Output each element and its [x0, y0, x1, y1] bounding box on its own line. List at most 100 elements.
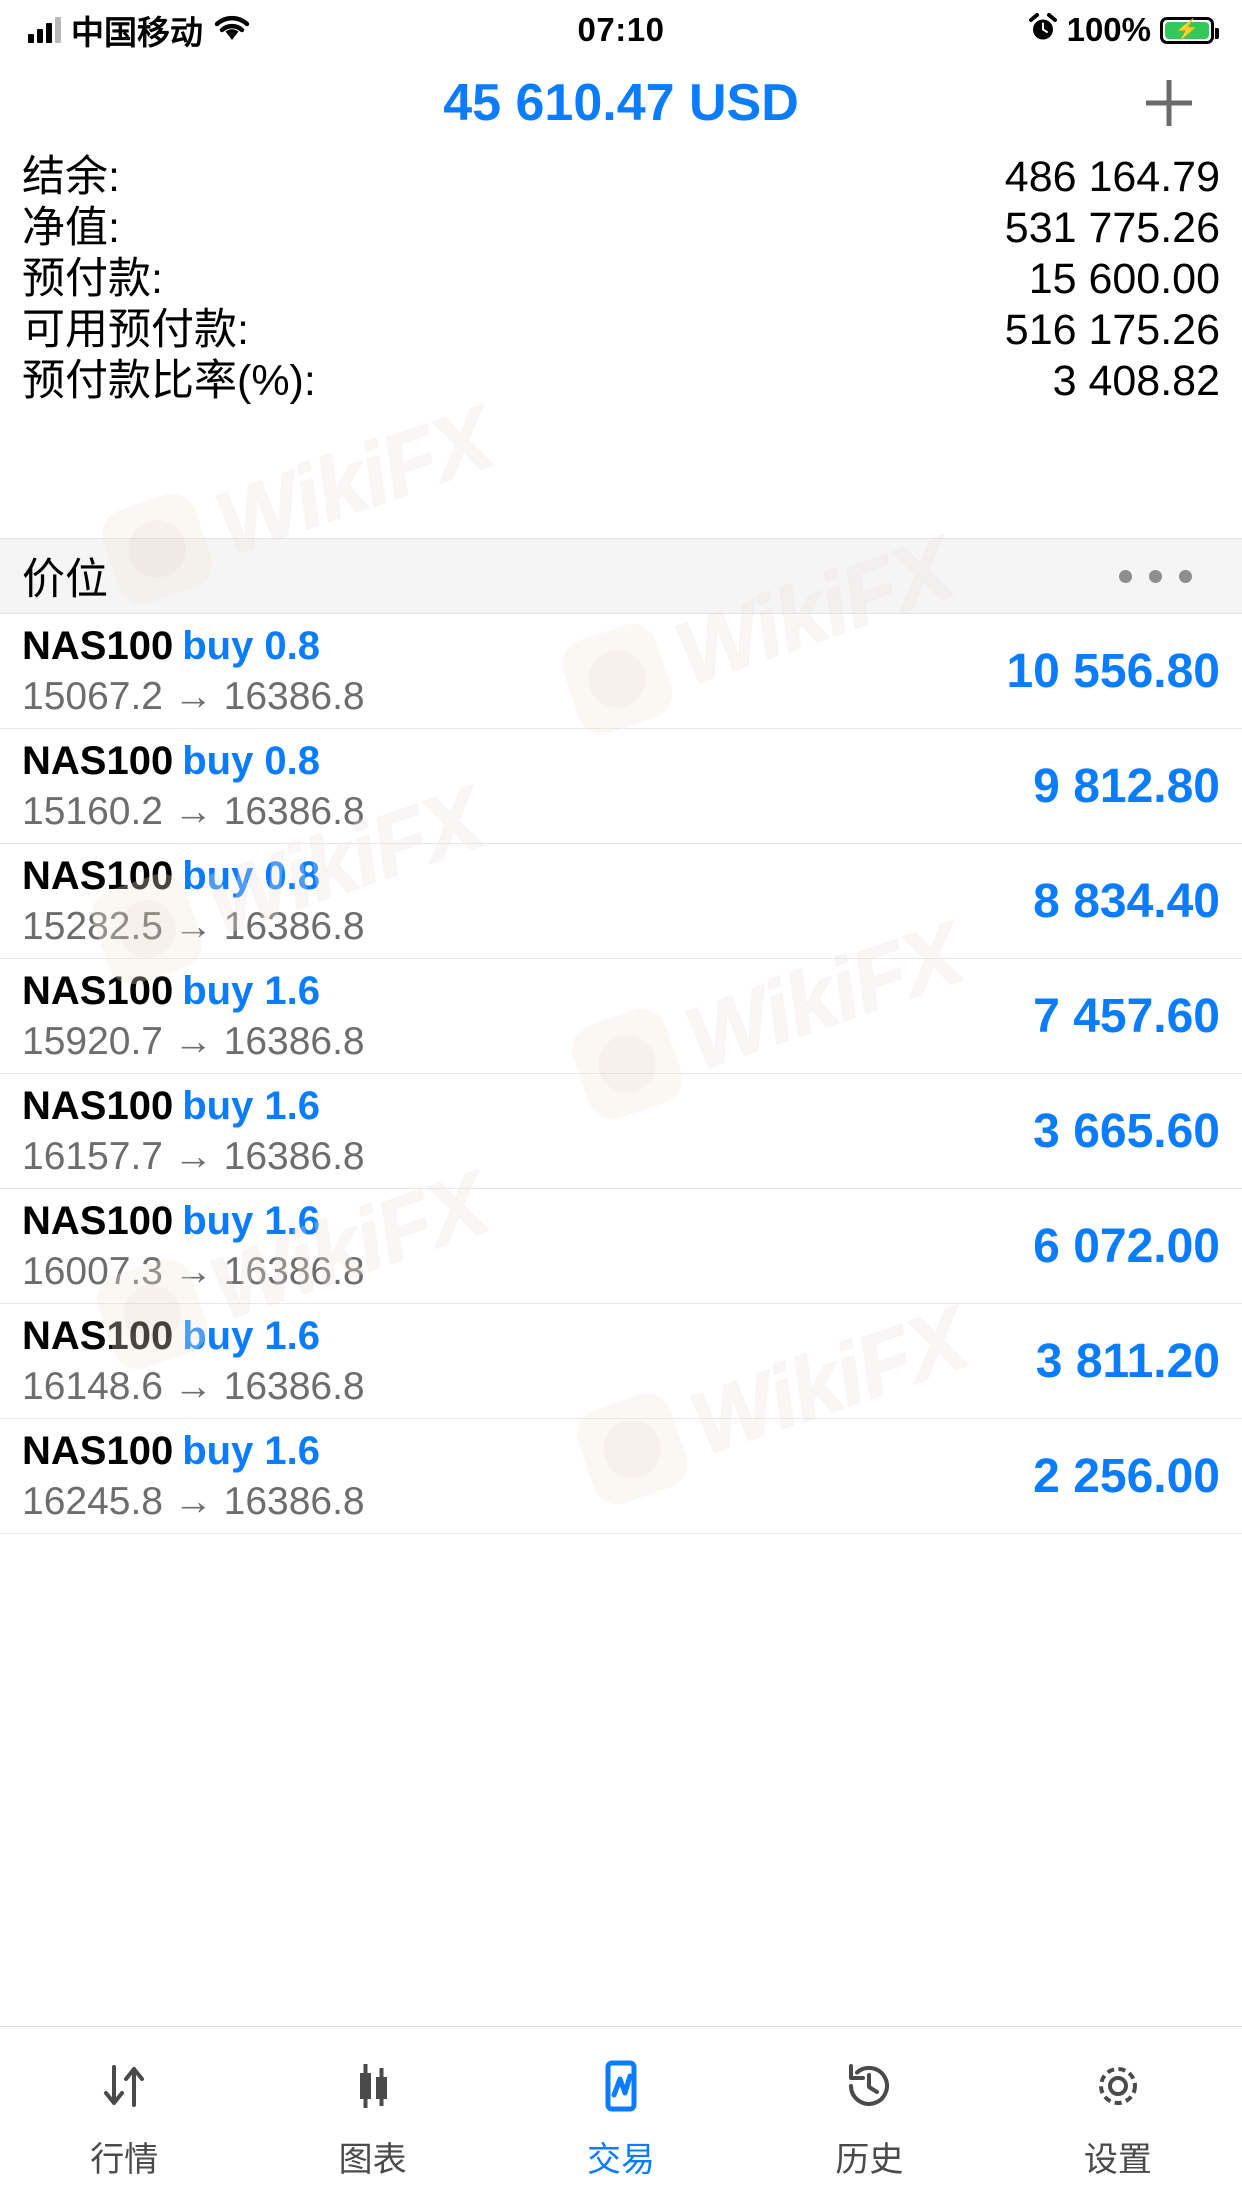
position-profit: 3 811.20	[1035, 1334, 1220, 1388]
positions-list: NAS100 buy 0.8 15067.2 → 16386.8 10 556.8…	[0, 614, 1242, 1534]
tab-settings[interactable]: 设置	[994, 2027, 1242, 2208]
add-order-button[interactable]	[1134, 68, 1204, 138]
section-title: 价位	[22, 556, 108, 604]
position-side-volume: buy 1.6	[182, 968, 321, 1013]
position-symbol: NAS100	[22, 968, 174, 1013]
trade-line-icon	[592, 2054, 650, 2118]
position-symbol-line: NAS100 buy 1.6	[22, 1314, 365, 1359]
plus-icon	[1146, 79, 1192, 126]
position-symbol-line: NAS100 buy 1.6	[22, 1084, 365, 1129]
tab-label: 历史	[835, 2141, 904, 2179]
position-row[interactable]: NAS100 buy 1.6 15920.7 → 16386.8 7 457.60	[0, 959, 1242, 1074]
position-prices: 15920.7 → 16386.8	[22, 1019, 365, 1063]
position-symbol: NAS100	[22, 1428, 174, 1473]
position-prices: 15282.5 → 16386.8	[22, 904, 365, 948]
summary-value: 3 408.82	[1052, 357, 1220, 405]
position-info: NAS100 buy 1.6 16245.8 → 16386.8	[22, 1429, 365, 1524]
position-prices: 15160.2 → 16386.8	[22, 789, 365, 833]
account-summary: 结余: 486 164.79 净值: 531 775.26 预付款: 15 60…	[0, 142, 1242, 405]
positions-section-header: 价位	[0, 538, 1242, 614]
status-bar-left: 中国移动	[28, 6, 1028, 54]
history-clock-icon	[840, 2054, 898, 2118]
position-symbol-line: NAS100 buy 1.6	[22, 969, 365, 1014]
summary-value: 486 164.79	[1004, 153, 1220, 201]
position-profit: 10 556.80	[1006, 644, 1220, 698]
position-side-volume: buy 1.6	[182, 1198, 321, 1243]
position-symbol-line: NAS100 buy 1.6	[22, 1429, 365, 1474]
summary-label: 预付款比率(%):	[22, 357, 316, 405]
tab-charts[interactable]: 图表	[248, 2027, 496, 2208]
summary-row: 预付款: 15 600.00	[22, 244, 1220, 303]
position-info: NAS100 buy 0.8 15160.2 → 16386.8	[22, 739, 365, 834]
position-side-volume: buy 0.8	[182, 738, 321, 783]
summary-value: 516 175.26	[1004, 306, 1220, 354]
status-bar-right: 100% ⚡	[1028, 11, 1219, 49]
more-horizontal-icon[interactable]	[1119, 569, 1220, 583]
position-profit: 9 812.80	[1033, 759, 1220, 813]
position-side-volume: buy 1.6	[182, 1083, 321, 1128]
position-symbol-line: NAS100 buy 0.8	[22, 624, 365, 669]
position-profit: 8 834.40	[1033, 874, 1220, 928]
position-profit: 6 072.00	[1033, 1219, 1220, 1273]
battery-percent-label: 100%	[1066, 11, 1151, 48]
position-profit: 3 665.60	[1033, 1104, 1220, 1158]
status-bar-clock: 07:10	[577, 11, 665, 48]
position-row[interactable]: NAS100 buy 1.6 16007.3 → 16386.8 6 072.00	[0, 1189, 1242, 1304]
alarm-clock-icon	[1028, 12, 1058, 48]
summary-row: 结余: 486 164.79	[22, 142, 1220, 201]
position-row[interactable]: NAS100 buy 1.6 16245.8 → 16386.8 2 256.00	[0, 1419, 1242, 1534]
page-title: 45 610.47 USD	[443, 73, 799, 132]
tab-history[interactable]: 历史	[745, 2027, 993, 2208]
position-symbol-line: NAS100 buy 1.6	[22, 1199, 365, 1244]
signal-bars-icon	[28, 17, 61, 43]
bottom-tab-bar: 行情 图表 交易	[0, 2026, 1242, 2208]
tab-label: 图表	[338, 2141, 407, 2179]
position-info: NAS100 buy 1.6 16157.7 → 16386.8	[22, 1084, 365, 1179]
summary-value: 15 600.00	[1028, 255, 1220, 303]
position-symbol: NAS100	[22, 853, 174, 898]
summary-row: 净值: 531 775.26	[22, 193, 1220, 252]
position-side-volume: buy 0.8	[182, 853, 321, 898]
tab-label: 行情	[90, 2141, 159, 2179]
position-symbol: NAS100	[22, 623, 174, 668]
carrier-label: 中国移动	[71, 14, 203, 51]
candlestick-chart-icon	[344, 2054, 402, 2118]
position-prices: 16245.8 → 16386.8	[22, 1479, 365, 1523]
position-profit: 7 457.60	[1033, 989, 1220, 1043]
summary-label: 净值:	[22, 204, 120, 252]
position-symbol-line: NAS100 buy 0.8	[22, 739, 365, 784]
position-profit: 2 256.00	[1033, 1449, 1220, 1503]
summary-label: 结余:	[22, 153, 120, 201]
gear-icon	[1089, 2054, 1147, 2118]
position-symbol: NAS100	[22, 1198, 174, 1243]
tab-quotes[interactable]: 行情	[0, 2027, 248, 2208]
summary-label: 预付款:	[22, 255, 163, 303]
position-row[interactable]: NAS100 buy 1.6 16157.7 → 16386.8 3 665.60	[0, 1074, 1242, 1189]
position-row[interactable]: NAS100 buy 1.6 16148.6 → 16386.8 3 811.20	[0, 1304, 1242, 1419]
account-header: 45 610.47 USD	[0, 55, 1242, 150]
position-row[interactable]: NAS100 buy 0.8 15067.2 → 16386.8 10 556.8…	[0, 614, 1242, 729]
position-side-volume: buy 1.6	[182, 1313, 321, 1358]
position-prices: 16007.3 → 16386.8	[22, 1249, 365, 1293]
summary-row: 可用预付款: 516 175.26	[22, 295, 1220, 354]
position-prices: 16157.7 → 16386.8	[22, 1134, 365, 1178]
position-info: NAS100 buy 1.6 15920.7 → 16386.8	[22, 969, 365, 1064]
position-row[interactable]: NAS100 buy 0.8 15160.2 → 16386.8 9 812.80	[0, 729, 1242, 844]
quotes-arrows-icon	[95, 2054, 153, 2118]
position-side-volume: buy 0.8	[182, 623, 321, 668]
position-row[interactable]: NAS100 buy 0.8 15282.5 → 16386.8 8 834.40	[0, 844, 1242, 959]
wifi-icon	[213, 14, 251, 47]
summary-label: 可用预付款:	[22, 306, 249, 354]
position-prices: 15067.2 → 16386.8	[22, 674, 365, 718]
position-symbol-line: NAS100 buy 0.8	[22, 854, 365, 899]
tab-label: 交易	[587, 2141, 656, 2179]
status-bar: 中国移动 07:10 100% ⚡	[0, 0, 1242, 60]
position-symbol: NAS100	[22, 1083, 174, 1128]
position-side-volume: buy 1.6	[182, 1428, 321, 1473]
position-info: NAS100 buy 0.8 15067.2 → 16386.8	[22, 624, 365, 719]
battery-charging-icon: ⚡	[1160, 16, 1219, 44]
summary-row: 预付款比率(%): 3 408.82	[22, 346, 1220, 405]
tab-trade[interactable]: 交易	[497, 2027, 745, 2208]
position-info: NAS100 buy 0.8 15282.5 → 16386.8	[22, 854, 365, 949]
